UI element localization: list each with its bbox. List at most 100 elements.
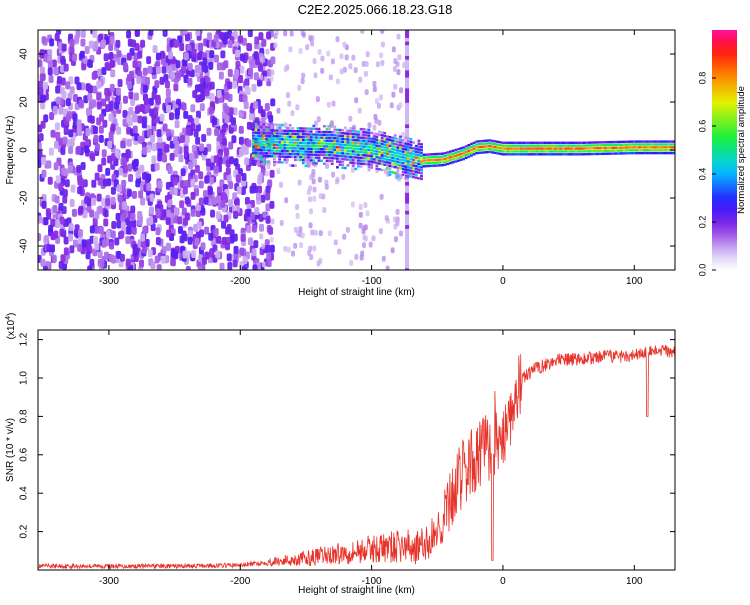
spectrogram-ridge-cell xyxy=(425,159,429,162)
spectrogram-faint-cell xyxy=(320,55,325,62)
spectrogram-noise-cell xyxy=(130,213,136,222)
spectrogram-ridge-cell xyxy=(491,142,494,145)
spectrogram-faint-cell xyxy=(308,35,313,42)
spectrogram-ridge-cell xyxy=(351,147,355,150)
spectrogram-ridge-cell xyxy=(401,138,405,142)
spectrogram-ridge-cell xyxy=(307,141,310,145)
spectrogram-ridge-cell xyxy=(341,140,345,144)
spectrogram-ridge-cell xyxy=(577,147,581,150)
spectrogram-noise-cell xyxy=(126,115,132,124)
spectrogram-ridge-cell xyxy=(467,146,471,150)
spectrogram-ridge-cell xyxy=(462,149,465,152)
spectrogram-ridge-cell xyxy=(351,127,355,130)
spectrogram-ridge-cell xyxy=(664,146,668,149)
spectrogram-ridge-cell xyxy=(351,130,355,133)
spectrogram-noise-cell xyxy=(49,111,55,120)
spectrogram-ridge-cell xyxy=(251,128,255,132)
spectrogram-ridge-cell xyxy=(519,147,523,150)
spectrogram-noise-cell xyxy=(270,98,276,107)
spectrogram-faint-cell xyxy=(367,122,372,129)
spectrogram-ridge-cell xyxy=(312,133,316,136)
spectrogram-noise-cell xyxy=(270,56,276,65)
spectrogram-ridge-cell xyxy=(267,134,271,138)
spectrogram-noise-cell xyxy=(187,77,193,86)
spectrogram-ridge-cell xyxy=(294,152,297,156)
spectrogram-ridge-cell xyxy=(265,143,268,146)
spectrogram-ridge-cell xyxy=(598,152,602,156)
spectrogram-ridge-cell xyxy=(627,140,631,143)
spectrogram-ridge-cell xyxy=(328,154,331,157)
spectrogram-noise-cell xyxy=(208,232,214,241)
spectrogram-ridge-cell xyxy=(307,138,310,142)
spectrogram-ridge-cell xyxy=(280,155,284,158)
spectrogram-faint-cell xyxy=(269,236,274,243)
spectrogram-ridge-cell xyxy=(309,162,313,165)
spectrogram-ridge-cell xyxy=(388,161,392,165)
spectrogram-ridge-cell xyxy=(401,141,405,145)
spectrogram-ridge-cell xyxy=(251,140,255,143)
spectrogram-ridge-cell xyxy=(564,141,568,144)
spectrogram-ridge-cell xyxy=(396,160,400,164)
spectrogram-noise-cell xyxy=(225,167,231,176)
spectrogram-ridge-cell xyxy=(491,145,494,148)
spectrogram-noise-cell xyxy=(169,71,175,80)
spectrogram-noise-cell xyxy=(130,205,136,214)
spectrogram-ridge-cell xyxy=(464,148,468,151)
spectrogram-ridge-cell xyxy=(569,150,573,153)
spectrogram-ridge-cell xyxy=(561,141,565,144)
spectrogram-noise-cell xyxy=(207,187,213,196)
spectrogram-noise-cell xyxy=(193,129,199,138)
spectrogram-ridge-cell xyxy=(330,154,334,157)
spectrogram-ridge-cell xyxy=(485,139,489,142)
spectrogram-ridge-cell xyxy=(517,147,521,150)
spectrogram-spike-cell xyxy=(405,113,410,118)
spectrogram-ridge-cell xyxy=(614,143,618,147)
spectrogram-noise-cell xyxy=(70,184,76,193)
spectrogram-ridge-cell xyxy=(540,144,544,147)
spectrogram-faint-cell xyxy=(384,168,389,175)
spectrogram-noise-cell xyxy=(268,114,274,123)
spectrogram-ridge-cell xyxy=(370,149,374,152)
spectrogram-ridge-cell xyxy=(449,159,452,162)
spectrogram-noise-cell xyxy=(97,68,103,77)
spectrogram-noise-cell xyxy=(267,179,273,188)
spectrogram-noise-cell xyxy=(103,53,109,62)
spectrogram-ridge-cell xyxy=(617,149,620,152)
spectrogram-noise-cell xyxy=(182,186,188,195)
spectrogram-ridge-cell xyxy=(294,155,297,159)
spectrogram-faint-cell xyxy=(353,67,358,74)
spectrogram-ridge-cell xyxy=(427,161,431,165)
spectrogram-ridge-cell xyxy=(362,128,366,131)
spectrogram-ridge-cell xyxy=(359,148,363,151)
spectrogram-noise-cell xyxy=(265,185,271,194)
spectrogram-ridge-cell xyxy=(404,162,408,165)
spectrogram-ridge-cell xyxy=(286,146,289,150)
spectrogram-spike-cell xyxy=(405,178,410,182)
spectrogram-ridge-cell xyxy=(370,143,374,146)
spectrogram-ridge-cell xyxy=(288,147,292,150)
spectrogram-noise-cell xyxy=(89,225,95,234)
spectrogram-ridge-cell xyxy=(341,143,345,146)
spectrogram-noise-cell xyxy=(41,200,47,209)
spectrogram-noise-cell xyxy=(53,162,59,171)
snr-ytick-label: 1.2 xyxy=(19,332,30,346)
spectrogram-ridge-cell xyxy=(351,138,355,142)
spectrogram-ridge-cell xyxy=(630,143,634,146)
spectrogram-ridge-cell xyxy=(341,155,345,158)
spectrogram-ridge-cell xyxy=(470,142,473,146)
spectrogram-ridge-cell xyxy=(546,141,549,144)
spectrogram-noise-cell xyxy=(51,59,57,68)
spectrogram-ridge-cell xyxy=(464,156,468,160)
spectrogram-ridge-cell xyxy=(351,156,355,159)
spectrogram-ridge-cell xyxy=(280,146,284,150)
spectrogram-ridge-cell xyxy=(569,144,573,147)
spectrogram-ridge-cell xyxy=(330,125,334,128)
spectrogram-ridge-cell xyxy=(585,144,589,147)
spectrogram-noise-cell xyxy=(140,39,146,48)
spectrogram-ridge-cell xyxy=(286,132,289,135)
spectrogram-ridge-cell xyxy=(338,137,342,140)
spectrogram-ridge-cell xyxy=(280,152,284,155)
spectrogram-ridge-cell xyxy=(301,141,305,145)
spectrogram-noise-cell xyxy=(173,149,179,158)
spectrogram-ridge-cell xyxy=(367,154,371,157)
